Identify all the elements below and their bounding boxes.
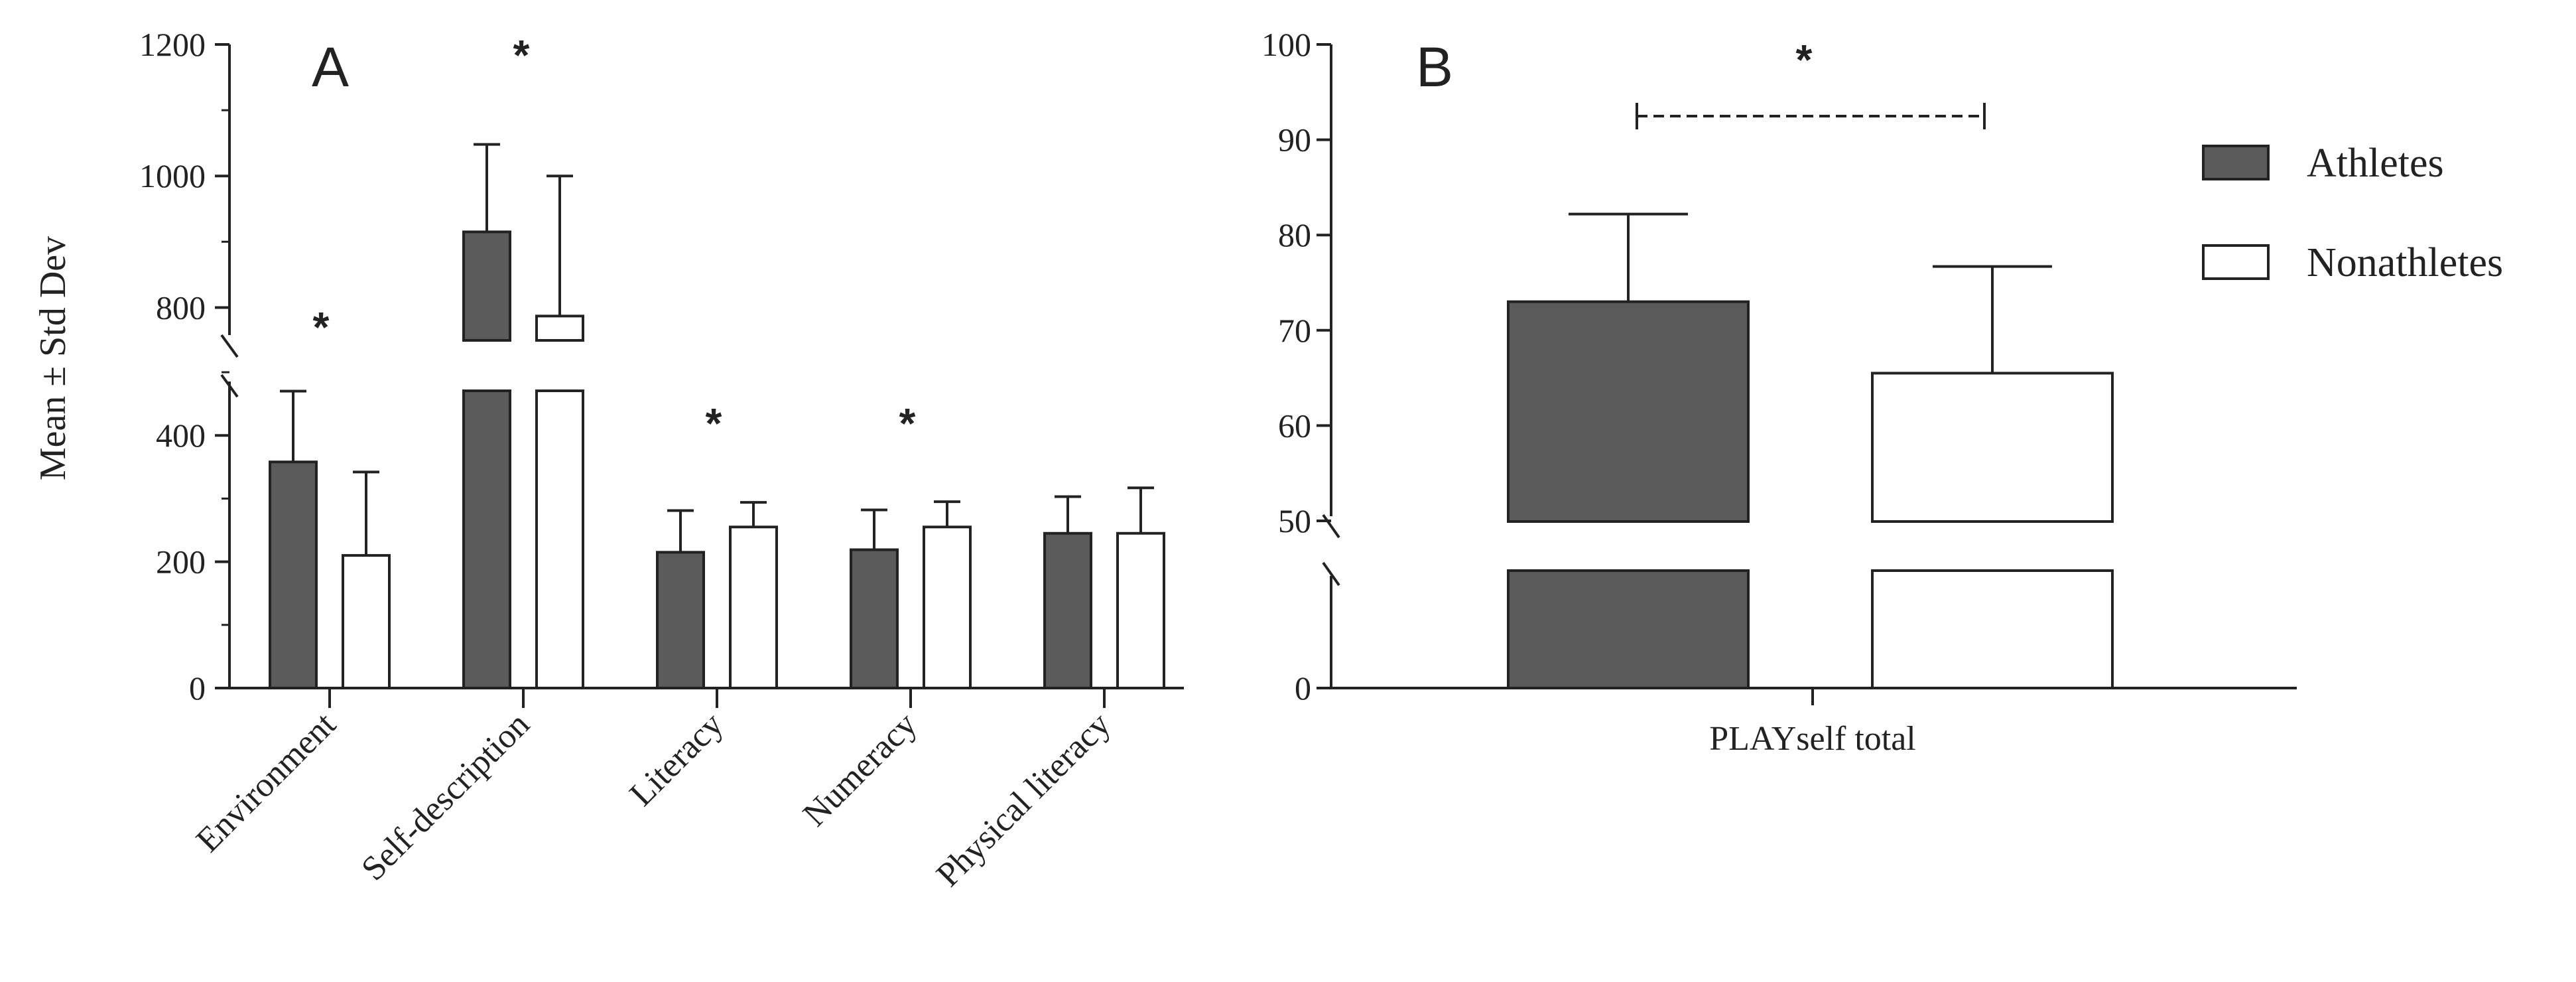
bar-nonathletes-playself-total [1871, 372, 2114, 523]
bar-nonathletes-playself-total-lower [1871, 569, 2114, 689]
panel-a-y-axis-title: Mean ± Std Dev [32, 236, 74, 480]
significance-star-self-description: * [513, 31, 530, 79]
x-tick-label-environment: Environment [189, 705, 344, 860]
legend-label-nonathletes: Nonathletes [2307, 240, 2503, 285]
bar-athletes-self-description-lower [462, 389, 511, 689]
legend-swatch-athletes [2202, 145, 2270, 180]
significance-star-numeracy: * [899, 399, 916, 447]
bar-athletes-physical-literacy [1043, 531, 1092, 690]
significance-star-playself-total: * [1796, 36, 1813, 84]
significance-star-environment: * [313, 303, 330, 351]
bar-break-gap [462, 342, 512, 389]
panel-b-y-tick-label: 0 [1295, 669, 1311, 707]
bar-athletes-self-description [462, 230, 511, 342]
panel-b-label: B [1416, 36, 1453, 98]
panel-b-y-tick-label: 80 [1278, 216, 1311, 253]
panel-b: B 50 60 70 80 90 100 0 PLAYself total * [1261, 26, 2297, 758]
x-tick-label-physical-literacy: Physical literacy [929, 705, 1118, 894]
legend-label-athletes: Athletes [2307, 141, 2444, 186]
bar-nonathletes-numeracy [923, 526, 972, 689]
significance-star-literacy: * [706, 399, 722, 447]
bar-nonathletes-self-description-lower [535, 389, 584, 689]
x-tick-label-self-description: Self-description [354, 705, 537, 888]
x-tick-label-literacy: Literacy [623, 705, 731, 813]
bar-nonathletes-literacy [729, 526, 778, 689]
bar-break-gap [535, 342, 585, 389]
panel-b-y-tick-label: 90 [1278, 121, 1311, 159]
panel-b-axis-break-mark [1322, 561, 1340, 587]
panel-a-axis-break-mark [220, 374, 239, 398]
panel-a-y-tick-label: 0 [189, 669, 206, 707]
bar-athletes-literacy [656, 551, 705, 689]
bar-nonathletes-self-description [535, 315, 584, 342]
legend-swatch-nonathletes [2202, 244, 2270, 280]
bar-athletes-playself-total [1507, 300, 1750, 523]
bar-athletes-numeracy [850, 548, 899, 690]
panel-b-y-tick-label: 60 [1278, 407, 1311, 444]
panel-b-y-tick-label: 100 [1261, 26, 1311, 63]
bar-athletes-environment [269, 460, 318, 690]
panel-a-y-tick-label: 400 [156, 417, 206, 454]
panel-b-y-tick-label: 70 [1278, 312, 1311, 349]
bar-athletes-playself-total-lower [1507, 569, 1750, 689]
legend: Athletes Nonathletes [2202, 141, 2503, 285]
panel-a-axis-break-mark [220, 334, 239, 358]
panel-a-label: A [312, 36, 349, 98]
bar-nonathletes-physical-literacy [1116, 531, 1165, 690]
bar-break-gap [1506, 523, 1750, 569]
x-tick-label-numeracy: Numeracy [796, 705, 924, 833]
x-tick-label-playself-total: PLAYself total [1709, 720, 1916, 758]
panel-a-y-tick-label: 1200 [139, 26, 206, 63]
panel-a-y-tick-label: 800 [156, 289, 206, 326]
panel-a-y-tick-label: 200 [156, 543, 206, 581]
panel-a-y-tick-label: 1000 [139, 157, 206, 194]
bar-break-gap [1870, 523, 2114, 569]
panel-a: A 0 200 400 800 1000 1200 Mean ± Std Dev Environ… [32, 26, 1184, 894]
bar-nonathletes-environment [342, 554, 391, 690]
panel-b-axis-break-mark [1322, 514, 1340, 539]
panel-b-y-tick-label: 50 [1278, 502, 1311, 539]
